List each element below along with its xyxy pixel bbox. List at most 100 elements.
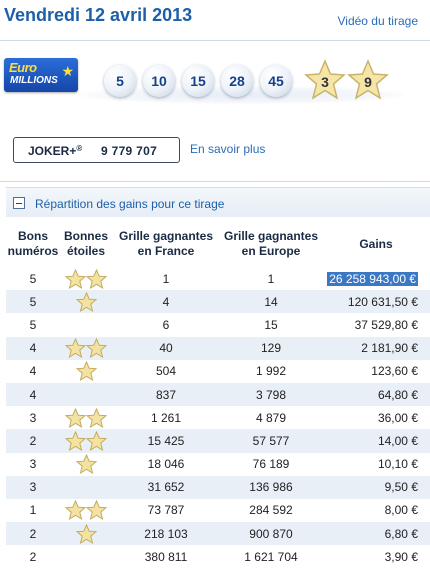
grilles-france-cell: 4 bbox=[112, 290, 220, 314]
bonnes-etoiles-cell bbox=[60, 499, 112, 522]
gains-cell: 6,80 € bbox=[322, 522, 430, 546]
gains-cell: 2 181,90 € bbox=[322, 336, 430, 360]
bonnes-etoiles-cell bbox=[60, 382, 112, 407]
grilles-france-cell: 504 bbox=[155, 364, 177, 379]
grilles-europe-cell: 4 879 bbox=[255, 410, 287, 425]
gains-cell: 14,00 € bbox=[322, 429, 430, 453]
winning-ball: 28 bbox=[221, 65, 253, 97]
bonnes-etoiles-cell bbox=[60, 522, 112, 546]
star-icon bbox=[75, 361, 97, 382]
bons-numeros-cell: 1 bbox=[29, 503, 37, 518]
bons-numeros-cell: 2 bbox=[29, 549, 37, 564]
grilles-europe-cell: 76 189 bbox=[252, 457, 290, 472]
star-icon bbox=[65, 430, 86, 451]
bons-numeros-cell: 4 bbox=[6, 336, 60, 360]
bonnes-etoiles-cell bbox=[60, 313, 112, 336]
table-row: 3 18 046 76 189 10,10 € bbox=[6, 453, 430, 476]
gain-value: 123,60 € bbox=[371, 364, 418, 379]
star-icon bbox=[347, 59, 389, 100]
gain-value: 10,10 € bbox=[377, 457, 418, 472]
gains-cell: 3,90 € bbox=[322, 545, 430, 568]
gain-value: 120 631,50 € bbox=[347, 294, 418, 309]
bonnes-etoiles-cell bbox=[60, 360, 112, 383]
logo-star-icon: ★ bbox=[61, 63, 74, 79]
grilles-europe-cell: 14 bbox=[220, 290, 322, 314]
star-icon bbox=[304, 59, 346, 100]
gain-value: 26 258 943,00 € bbox=[327, 271, 418, 286]
joker-box: JOKER+® 9 779 707 bbox=[13, 137, 180, 163]
star-icon bbox=[75, 291, 97, 312]
joker-number: 9 779 707 bbox=[101, 144, 158, 158]
draw-header: Vendredi 12 avril 2013 Vidéo du tirage bbox=[0, 0, 430, 38]
divider bbox=[0, 181, 430, 182]
grilles-france-cell: 218 103 bbox=[112, 522, 220, 546]
collapse-icon[interactable] bbox=[13, 197, 25, 209]
table-row: 2 15 425 57 577 14,00 € bbox=[6, 429, 430, 453]
winning-ball: 15 bbox=[182, 65, 214, 97]
grilles-europe-cell: 1 bbox=[267, 271, 275, 286]
grilles-europe-cell: 3 798 bbox=[220, 382, 322, 407]
grilles-france-cell: 73 787 bbox=[147, 503, 185, 518]
bons-numeros-cell: 3 bbox=[29, 410, 37, 425]
grilles-europe-cell: 900 870 bbox=[220, 522, 322, 546]
col-grilles-france: Grille gagnantes en France bbox=[118, 229, 214, 258]
gain-value: 36,00 € bbox=[377, 410, 418, 425]
col-bons-numeros: Bons numéros bbox=[7, 229, 59, 258]
gains-table: Bons numéros Bonnes étoiles Grille gagnant… bbox=[6, 221, 430, 568]
joker-more-link[interactable]: En savoir plus bbox=[190, 142, 266, 156]
bonnes-etoiles-cell bbox=[60, 267, 112, 290]
bons-numeros-cell: 2 bbox=[6, 429, 60, 453]
bons-numeros-cell: 4 bbox=[29, 364, 37, 379]
bons-numeros-cell: 5 bbox=[6, 290, 60, 314]
bons-numeros-cell: 5 bbox=[29, 271, 37, 286]
star-icon bbox=[86, 268, 107, 289]
gains-section-title: Répartition des gains pour ce tirage bbox=[35, 197, 225, 211]
divider bbox=[0, 40, 430, 41]
euromillions-logo: Euro MILLIONS ★ bbox=[4, 58, 78, 92]
grilles-france-cell: 1 261 bbox=[150, 410, 182, 425]
gains-section-header[interactable]: Répartition des gains pour ce tirage bbox=[6, 187, 430, 217]
grilles-france-cell: 6 bbox=[162, 317, 170, 332]
grilles-europe-cell: 15 bbox=[264, 317, 278, 332]
lucky-star: 3 bbox=[304, 59, 346, 101]
table-row: 4 837 3 798 64,80 € bbox=[6, 382, 430, 407]
star-icon bbox=[65, 500, 86, 521]
video-link[interactable]: Vidéo du tirage bbox=[337, 14, 418, 28]
table-row: 5 1 1 26 258 943,00 € bbox=[6, 267, 430, 290]
grilles-france-cell: 1 bbox=[162, 271, 170, 286]
bonnes-etoiles-cell bbox=[60, 453, 112, 476]
gain-value: 64,80 € bbox=[377, 387, 418, 402]
gain-value: 8,00 € bbox=[384, 503, 418, 518]
gains-cell: 10,10 € bbox=[322, 453, 430, 476]
star-icon bbox=[65, 338, 86, 359]
col-bonnes-etoiles: Bonnes étoiles bbox=[63, 229, 108, 258]
gain-value: 9,50 € bbox=[384, 480, 418, 495]
draw-results: Euro MILLIONS ★ 5 10 15 28 45 3 9 bbox=[0, 56, 430, 112]
bonnes-etoiles-cell bbox=[60, 475, 112, 499]
grilles-europe-cell: 129 bbox=[220, 336, 322, 360]
gains-cell: 36,00 € bbox=[322, 406, 430, 429]
draw-date: Vendredi 12 avril 2013 bbox=[4, 5, 193, 25]
table-row: 2 218 103 900 870 6,80 € bbox=[6, 522, 430, 546]
bons-numeros-cell: 3 bbox=[29, 457, 37, 472]
gains-cell: 123,60 € bbox=[322, 360, 430, 383]
bons-numeros-cell: 5 bbox=[29, 317, 37, 332]
star-icon bbox=[86, 407, 107, 428]
bonnes-etoiles-cell bbox=[60, 429, 112, 453]
star-icon bbox=[86, 430, 107, 451]
grilles-france-cell: 837 bbox=[112, 382, 220, 407]
col-grilles-europe: Grille gagnantes en Europe bbox=[223, 229, 319, 258]
bonnes-etoiles-cell bbox=[60, 290, 112, 314]
gain-value: 3,90 € bbox=[384, 549, 418, 564]
gain-value: 14,00 € bbox=[377, 433, 418, 448]
grilles-france-cell: 31 652 bbox=[112, 475, 220, 499]
gains-cell: 26 258 943,00 € bbox=[322, 267, 430, 290]
gains-cell: 64,80 € bbox=[322, 382, 430, 407]
table-row: 5 6 15 37 529,80 € bbox=[6, 313, 430, 336]
gains-cell: 120 631,50 € bbox=[322, 290, 430, 314]
gains-cell: 37 529,80 € bbox=[322, 313, 430, 336]
gain-value: 37 529,80 € bbox=[354, 317, 418, 332]
table-row: 3 1 261 4 879 36,00 € bbox=[6, 406, 430, 429]
winning-ball: 5 bbox=[104, 65, 136, 97]
winning-ball: 45 bbox=[260, 65, 292, 97]
